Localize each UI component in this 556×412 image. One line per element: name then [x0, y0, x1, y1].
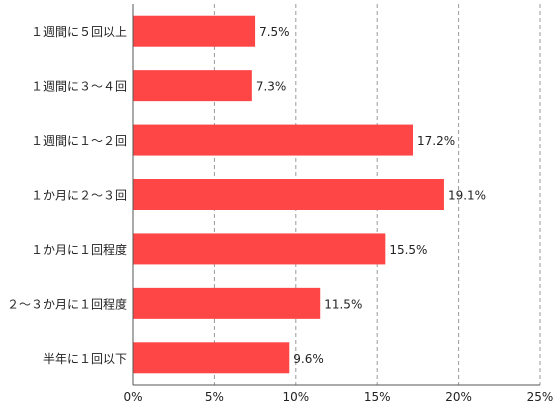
category-label-6: 半年に１回以下 [43, 352, 127, 366]
x-tick-label-4: 20% [445, 390, 472, 404]
x-tick-label-3: 15% [364, 390, 391, 404]
category-label-0: １週間に５回以上 [31, 25, 127, 39]
category-label-3: １か月に２～３回 [31, 189, 127, 203]
bar-1 [133, 70, 252, 102]
bar-5 [133, 287, 321, 319]
labels: 7.5% １週間に５回以上 7.3% １週間に３～４回 17.2% １週間に１～２回 19.… [7, 25, 553, 404]
category-label-5: ２～３か月に１回程度 [7, 296, 127, 311]
value-label-2: 17.2% [417, 134, 455, 148]
axes [132, 4, 540, 386]
bars [133, 15, 444, 374]
bar-6 [133, 342, 290, 374]
category-label-1: １週間に３～４回 [31, 80, 127, 94]
value-label-5: 11.5% [324, 297, 362, 311]
x-tick-label-1: 5% [205, 390, 224, 404]
category-label-4: １か月に１回程度 [31, 242, 127, 257]
value-label-4: 15.5% [389, 243, 427, 257]
bar-4 [133, 233, 386, 265]
value-label-6: 9.6% [293, 352, 324, 366]
x-tick-label-0: 0% [123, 390, 142, 404]
category-label-2: １週間に１～２回 [31, 134, 127, 148]
value-label-3: 19.1% [448, 189, 486, 203]
bar-3 [133, 179, 444, 210]
value-label-1: 7.3% [256, 80, 287, 94]
x-tick-label-2: 10% [282, 390, 309, 404]
bar-2 [133, 124, 414, 156]
x-tick-label-5: 25% [527, 390, 554, 404]
value-label-0: 7.5% [259, 25, 290, 39]
bar-0 [133, 15, 256, 47]
